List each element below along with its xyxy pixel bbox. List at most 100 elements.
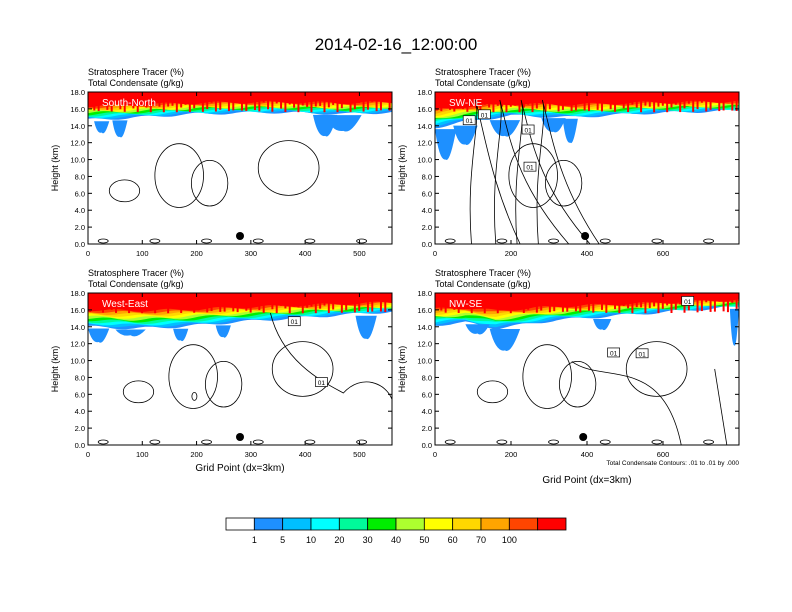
tracer-blob [489,120,521,137]
tracer-streak [314,293,317,314]
contour-line [168,344,218,409]
tracer-streak [314,92,317,107]
tracer-streak [605,293,608,313]
contour-line [508,143,558,208]
colorbar-label: 50 [419,535,429,545]
tracer-streak [115,92,118,103]
tracer-streak [700,293,703,312]
tracer-streak [435,293,438,304]
tracer-streak [488,92,491,108]
tracer-streak [162,92,165,113]
contour-footnote: Total Condensate Contours: .01 to .01 by… [606,460,739,467]
tracer-streak [245,92,248,111]
tracer-streak [535,293,538,313]
tracer-streak [293,293,296,307]
y-axis-label: Height (km) [397,346,407,393]
contour-line [304,439,316,445]
panel-label: SW-NE [449,98,482,109]
tracer-streak [470,293,473,314]
tracer-streak [93,293,96,303]
tracer-streak [145,92,148,108]
tracer-streak [548,92,551,110]
tracer-blob [215,325,231,338]
contour-line [469,99,521,244]
contour-line [97,439,109,445]
tracer-streak [110,293,113,310]
tracer-streak [219,293,222,312]
tracer-streak [648,92,651,107]
tracer-blob [115,329,146,337]
y-axis-label: Height (km) [397,145,407,192]
x-tick-label: 200 [505,450,518,459]
tracer-streak [132,92,135,109]
contour-line [149,439,161,445]
tracer-streak [227,293,230,302]
tracer-streak [262,293,265,313]
tracer-blob [94,121,110,134]
tracer-streak [141,293,144,314]
tracer-streak [462,92,465,110]
condensate-contours [444,341,728,445]
contour-line [270,312,392,400]
tracer-streak [275,293,278,314]
colorbar-swatch [395,517,425,531]
tracer-streak [340,92,343,109]
contour-label: 01 [318,380,326,387]
colorbar-swatch [282,517,312,531]
contour-line [271,341,334,397]
tracer-streak [570,293,573,302]
location-marker [581,232,590,240]
tracer-streak [349,293,352,304]
contour-line [201,238,212,244]
panel-left-subtitle: Total Condensate (g/kg) [88,279,184,289]
tracer-streak [531,293,534,305]
tracer-streak [635,92,638,108]
tracer-streak [388,92,391,111]
y-tick-label: 4.0 [75,206,85,215]
tracer-streak [614,293,617,310]
contour-label-box [462,115,476,126]
contour-line [252,439,264,445]
tracer-streak [713,92,716,102]
tracer-field [88,293,392,445]
tracer-streak [366,293,369,312]
y-tick-label: 10.0 [70,156,85,165]
tracer-blob [312,114,338,137]
tracer-streak [349,92,352,112]
tracer-streak [336,293,339,305]
tracer-streak [97,293,100,311]
contour-line [558,361,597,408]
tracer-streak [240,293,243,303]
tracer-streak [171,293,174,309]
contour-line [356,439,368,445]
tracer-streak [518,293,521,306]
colorbar-label: 100 [502,535,517,545]
tracer-streak [297,293,300,308]
tracer-streak [254,92,256,110]
tracer-streak [132,293,135,307]
contour-line [190,159,229,207]
location-marker [236,232,244,240]
contour-label-box [635,348,649,359]
colorbar-label: 10 [306,535,316,545]
condensate-contours [97,140,368,244]
tracer-streak [280,92,283,109]
tracer-streak [640,92,643,113]
contour-line [257,140,320,196]
tracer-streak [258,293,261,311]
colorbar-swatch [310,517,340,531]
y-tick-label: 6.0 [422,390,432,399]
tracer-streak [362,92,365,112]
tracer-blob [729,308,739,346]
y-tick-label: 10.0 [417,357,432,366]
contour-label-box [315,377,328,387]
y-tick-label: 6.0 [75,189,85,198]
tracer-streak [713,293,716,312]
tracer-streak [561,92,564,110]
tracer-streak [535,92,538,109]
colorbar-swatch [508,517,539,531]
contour-line [651,439,663,445]
tracer-streak [692,92,695,112]
contour-label-box [478,109,491,120]
tracer-streak [141,92,144,105]
